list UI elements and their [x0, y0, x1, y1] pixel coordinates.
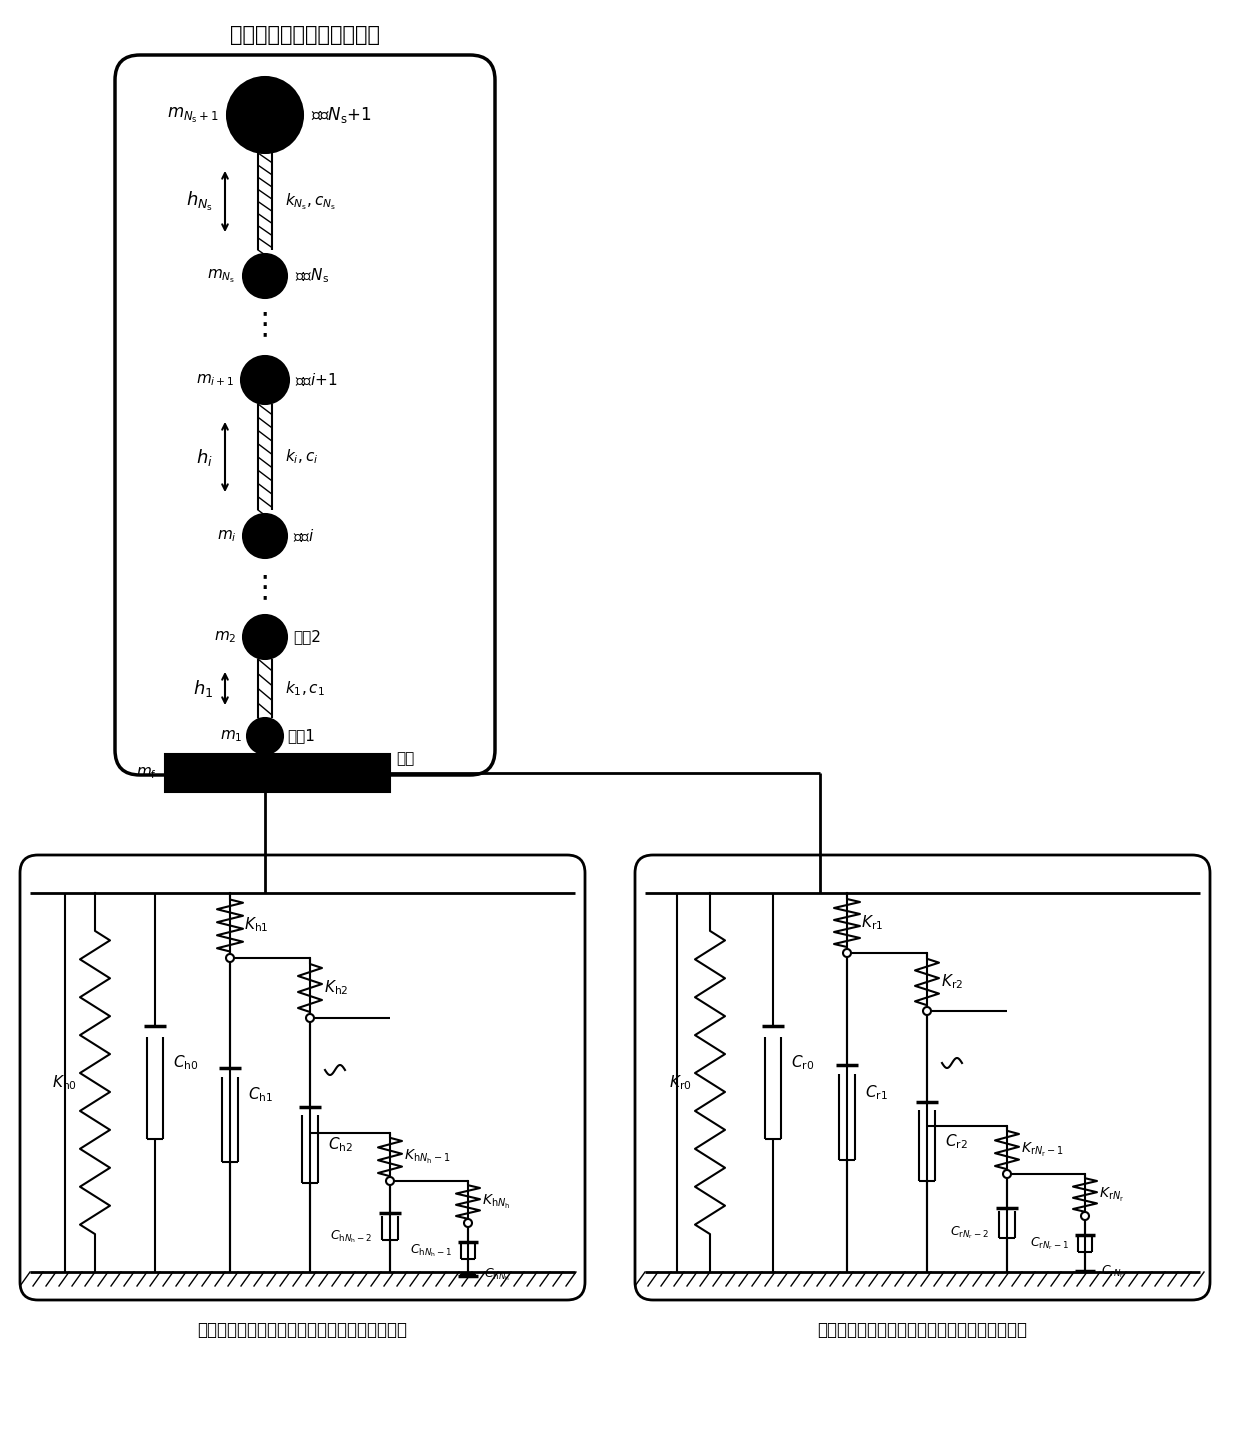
Text: $K_{{\rm h}N_{\rm h}}$: $K_{{\rm h}N_{\rm h}}$ — [482, 1193, 511, 1211]
Circle shape — [243, 514, 286, 557]
Text: $C_{{\rm r}N_{\rm r}-1}$: $C_{{\rm r}N_{\rm r}-1}$ — [1030, 1235, 1069, 1251]
Text: $C_{{\rm h}N_{\rm h}}$: $C_{{\rm h}N_{\rm h}}$ — [484, 1267, 510, 1283]
Text: $h_i$: $h_i$ — [196, 446, 213, 468]
Text: $m_2$: $m_2$ — [215, 628, 237, 644]
Text: $K_{\rm h1}$: $K_{\rm h1}$ — [244, 915, 269, 934]
Circle shape — [227, 77, 303, 153]
Circle shape — [1003, 1170, 1011, 1179]
Text: $K_{{\rm r}N_{\rm r}-1}$: $K_{{\rm r}N_{\rm r}-1}$ — [1021, 1141, 1064, 1158]
Bar — [165, 754, 391, 792]
Text: $K_{{\rm h}N_{\rm h}-1}$: $K_{{\rm h}N_{\rm h}-1}$ — [404, 1148, 450, 1166]
Circle shape — [247, 718, 283, 754]
Text: $K_{\rm h2}$: $K_{\rm h2}$ — [324, 979, 348, 998]
Circle shape — [843, 948, 851, 957]
Circle shape — [241, 356, 289, 404]
Text: 风机上部结构等效简化模型: 风机上部结构等效简化模型 — [229, 25, 379, 45]
Circle shape — [243, 253, 286, 298]
Text: 节点$i$+1: 节点$i$+1 — [295, 372, 337, 388]
Text: $m_{i+1}$: $m_{i+1}$ — [196, 372, 236, 388]
Text: $C_{{\rm r}N_{\rm r}-2}$: $C_{{\rm r}N_{\rm r}-2}$ — [950, 1225, 990, 1241]
Text: $C_{\rm r1}$: $C_{\rm r1}$ — [866, 1083, 888, 1102]
Text: $C_{\rm h1}$: $C_{\rm h1}$ — [248, 1086, 273, 1105]
Text: ⋮: ⋮ — [249, 573, 280, 602]
Text: $k_{N_{\rm s}},c_{N_{\rm s}}$: $k_{N_{\rm s}},c_{N_{\rm s}}$ — [285, 191, 336, 211]
Text: $K_{\rm r2}$: $K_{\rm r2}$ — [941, 973, 963, 992]
Text: 节点$N_{\rm s}$+1: 节点$N_{\rm s}$+1 — [311, 106, 372, 125]
Text: 基础: 基础 — [396, 752, 414, 766]
FancyBboxPatch shape — [20, 854, 585, 1300]
Text: $k_1,c_1$: $k_1,c_1$ — [285, 679, 325, 698]
Text: 节点2: 节点2 — [293, 630, 321, 644]
Text: $C_{\rm h0}$: $C_{\rm h0}$ — [174, 1053, 198, 1072]
Text: $m_{N_{\rm s}}$: $m_{N_{\rm s}}$ — [207, 268, 236, 285]
Text: $K_{\rm r1}$: $K_{\rm r1}$ — [861, 914, 883, 933]
Circle shape — [923, 1006, 931, 1015]
FancyBboxPatch shape — [115, 55, 495, 775]
Text: 节点$N_{\rm s}$: 节点$N_{\rm s}$ — [295, 266, 329, 285]
Circle shape — [306, 1014, 314, 1022]
FancyBboxPatch shape — [635, 854, 1210, 1300]
Text: $C_{{\rm r}N_{\rm r}}$: $C_{{\rm r}N_{\rm r}}$ — [1101, 1263, 1125, 1280]
Text: $C_{{\rm h}N_{\rm h}-2}$: $C_{{\rm h}N_{\rm h}-2}$ — [330, 1228, 372, 1245]
Text: 节点$i$: 节点$i$ — [293, 527, 315, 544]
Circle shape — [1081, 1212, 1089, 1221]
Text: $m_1$: $m_1$ — [221, 728, 243, 744]
Text: $m_i$: $m_i$ — [217, 529, 237, 544]
Circle shape — [243, 615, 286, 659]
Text: $K_{\rm r0}$: $K_{\rm r0}$ — [670, 1073, 692, 1092]
Text: $C_{\rm r0}$: $C_{\rm r0}$ — [791, 1053, 815, 1072]
Text: $C_{{\rm h}N_{\rm h}-1}$: $C_{{\rm h}N_{\rm h}-1}$ — [409, 1242, 453, 1258]
Text: $h_{N_{\rm s}}$: $h_{N_{\rm s}}$ — [186, 190, 213, 213]
Text: $K_{{\rm r}N_{\rm r}}$: $K_{{\rm r}N_{\rm r}}$ — [1099, 1186, 1125, 1205]
Circle shape — [464, 1219, 472, 1226]
Text: ⋮: ⋮ — [249, 310, 280, 339]
Circle shape — [226, 954, 234, 961]
Text: $h_1$: $h_1$ — [192, 678, 213, 699]
Text: $C_{\rm r2}$: $C_{\rm r2}$ — [945, 1132, 967, 1151]
Text: $m_{\rm f}$: $m_{\rm f}$ — [136, 765, 157, 780]
Text: $C_{\rm h2}$: $C_{\rm h2}$ — [329, 1135, 353, 1154]
Text: $m_{N_{\rm s}+1}$: $m_{N_{\rm s}+1}$ — [167, 106, 219, 125]
Text: 土与风机基础摇摇动力相互作用的递归物理模型: 土与风机基础摇摇动力相互作用的递归物理模型 — [817, 1321, 1027, 1339]
Circle shape — [386, 1177, 394, 1184]
Text: 土与风机基础水平动力相互作用的递归物理模型: 土与风机基础水平动力相互作用的递归物理模型 — [197, 1321, 407, 1339]
Text: $K_{\rm h0}$: $K_{\rm h0}$ — [52, 1073, 77, 1092]
Text: $k_i,c_i$: $k_i,c_i$ — [285, 447, 319, 466]
Text: 节点1: 节点1 — [286, 728, 315, 743]
